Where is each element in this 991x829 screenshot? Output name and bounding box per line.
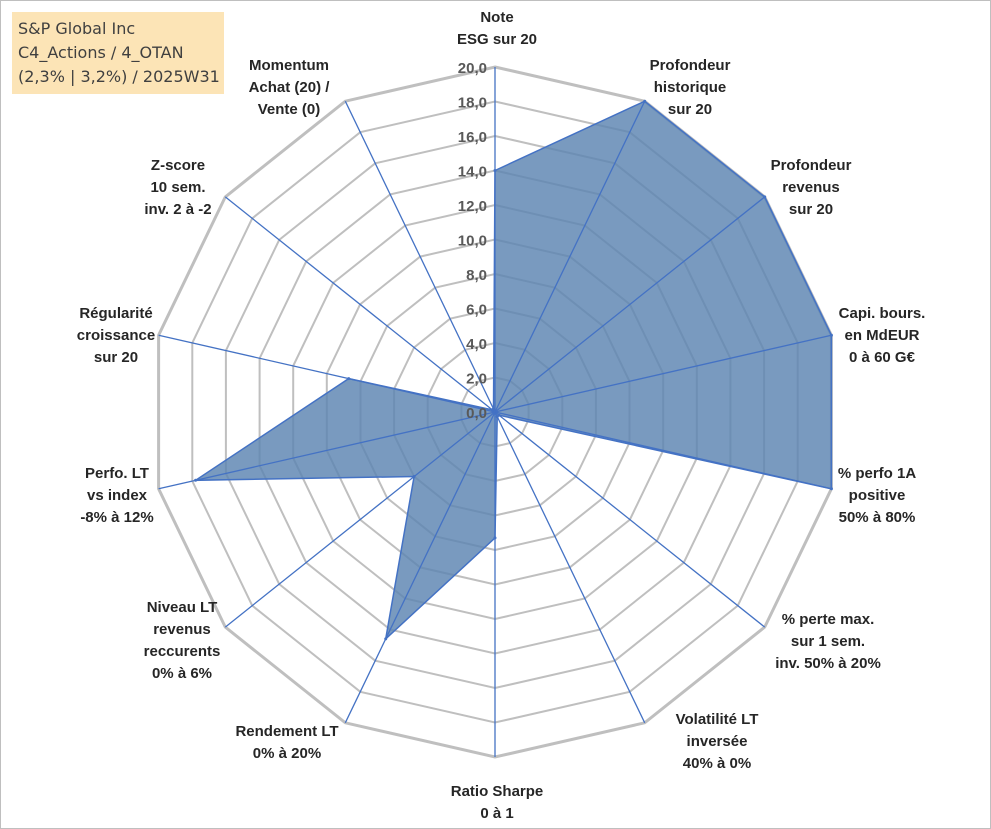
tick-label-8: 16,0	[458, 129, 487, 146]
axis-label-4-line-1: positive	[849, 487, 906, 504]
spoke-6	[494, 411, 646, 724]
axis-label-0-line-1: ESG sur 20	[457, 31, 537, 48]
axis-label-0: Note ESG sur 20	[457, 9, 537, 48]
tick-label-9: 18,0	[458, 95, 487, 112]
axis-label-4-line-2: 50% à 80%	[839, 509, 916, 526]
axis-label-6-line-0: Volatilité LT	[676, 711, 759, 728]
axis-label-12-line-0: Z-score	[151, 157, 205, 174]
data-point-3	[829, 333, 833, 337]
axis-label-3-line-0: Capi. bours.	[839, 305, 926, 322]
spoke-13	[344, 100, 496, 413]
spoke-8	[344, 411, 496, 724]
tick-label-10: 20,0	[458, 60, 487, 77]
axis-label-4: % perfo 1A positive 50% à 80%	[838, 465, 917, 526]
axis-label-7-line-0: Ratio Sharpe	[451, 783, 544, 800]
spoke-1	[494, 100, 646, 413]
axis-label-12-line-1: 10 sem.	[150, 179, 205, 196]
axis-label-13: Momentum Achat (20) / Vente (0)	[249, 57, 331, 118]
tick-label-1: 2,0	[466, 371, 487, 388]
data-point-8	[384, 637, 388, 641]
data-point-4	[829, 487, 833, 491]
tick-label-2: 4,0	[466, 336, 487, 353]
info-line-company: S&P Global Inc	[18, 19, 136, 38]
axis-label-10-line-1: vs index	[87, 487, 148, 504]
info-line-period: (2,3% | 3,2%) / 2025W31	[18, 67, 220, 86]
axis-label-8: Rendement LT 0% à 20%	[235, 723, 338, 762]
chart-info-box: S&P Global Inc C4_Actions / 4_OTAN (2,3%…	[12, 12, 224, 94]
axis-label-5-line-0: % perte max.	[782, 611, 875, 628]
spoke-2	[494, 196, 766, 413]
tick-label-5: 10,0	[458, 233, 487, 250]
axis-label-12-line-2: inv. 2 à -2	[144, 201, 211, 218]
tick-label-6: 12,0	[458, 198, 487, 215]
data-point-1	[643, 99, 647, 103]
axis-label-9-line-2: reccurents	[144, 643, 221, 660]
axis-label-13-line-1: Achat (20) /	[249, 79, 331, 96]
spoke-9	[224, 411, 496, 628]
data-point-0	[493, 169, 497, 172]
axis-label-3-line-1: en MdEUR	[845, 327, 920, 344]
axis-label-8-line-0: Rendement LT	[235, 723, 338, 740]
axis-label-11-line-2: sur 20	[94, 349, 138, 366]
data-point-6	[495, 415, 499, 419]
axis-label-6: Volatilité LT inversée 40% à 0%	[676, 711, 759, 772]
data-point-9	[412, 475, 416, 478]
data-point-13	[492, 407, 495, 411]
axis-label-13-line-2: Vente (0)	[258, 101, 321, 118]
series-area	[193, 100, 833, 641]
axis-label-9-line-0: Niveau LT	[147, 599, 218, 616]
axis-label-10-line-2: -8% à 12%	[80, 509, 153, 526]
axis-label-5-line-1: sur 1 sem.	[791, 633, 865, 650]
spoke-10	[158, 411, 496, 490]
axis-label-1-line-1: historique	[654, 79, 727, 96]
axis-label-10-line-0: Perfo. LT	[85, 465, 149, 482]
data-point-11	[347, 377, 351, 381]
axis-label-5: % perte max. sur 1 sem. inv. 50% à 20%	[775, 611, 881, 672]
spoke-12	[224, 196, 496, 413]
axis-label-3-line-2: 0 à 60 G€	[849, 349, 916, 366]
tick-label-0: 0,0	[466, 405, 487, 422]
axis-label-2-line-0: Profondeur	[771, 157, 852, 174]
axis-label-11-line-1: croissance	[77, 327, 155, 344]
info-line-group: C4_Actions / 4_OTAN	[18, 43, 184, 62]
spoke-5	[494, 411, 766, 628]
axis-label-7-line-1: 0 à 1	[480, 805, 513, 822]
tick-label-3: 6,0	[466, 302, 487, 319]
axis-label-11: Régularité croissance sur 20	[77, 305, 155, 366]
data-point-2	[763, 195, 767, 199]
axis-label-9-line-3: 0% à 6%	[152, 665, 212, 682]
data-point-7	[493, 536, 497, 540]
axis-label-1-line-0: Profondeur	[650, 57, 731, 74]
spoke-3	[494, 334, 832, 413]
axis-label-9: Niveau LT revenus reccurents 0% à 6%	[144, 599, 221, 682]
axis-label-10: Perfo. LT vs index -8% à 12%	[80, 465, 153, 526]
spoke-11	[158, 334, 496, 413]
axis-label-12: Z-score 10 sem. inv. 2 à -2	[144, 157, 211, 218]
axis-label-0-line-0: Note	[480, 9, 513, 26]
data-point-10	[194, 478, 198, 482]
axis-label-7: Ratio Sharpe 0 à 1	[451, 783, 544, 822]
axis-label-8-line-1: 0% à 20%	[253, 745, 321, 762]
axis-label-13-line-0: Momentum	[249, 57, 329, 74]
axis-label-1-line-2: sur 20	[668, 101, 712, 118]
axis-label-2-line-1: revenus	[782, 179, 840, 196]
tick-label-4: 8,0	[466, 267, 487, 284]
axis-label-6-line-1: inversée	[687, 733, 748, 750]
axis-label-3: Capi. bours. en MdEUR 0 à 60 G€	[839, 305, 926, 366]
axis-label-4-line-0: % perfo 1A	[838, 465, 917, 482]
tick-label-7: 14,0	[458, 164, 487, 181]
axis-label-9-line-1: revenus	[153, 621, 211, 638]
axis-label-5-line-2: inv. 50% à 20%	[775, 655, 881, 672]
spoke-4	[494, 411, 832, 490]
axis-label-2-line-2: sur 20	[789, 201, 833, 218]
axis-label-11-line-0: Régularité	[79, 305, 152, 322]
axis-label-2: Profondeur revenus sur 20	[771, 157, 852, 218]
axis-label-6-line-2: 40% à 0%	[683, 755, 751, 772]
axis-label-1: Profondeur historique sur 20	[650, 57, 731, 118]
